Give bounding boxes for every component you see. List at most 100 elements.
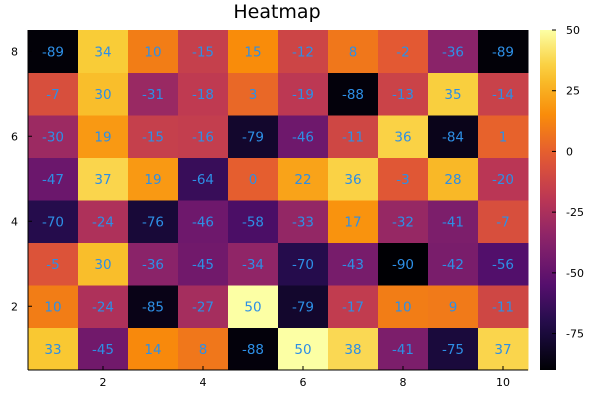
heatmap-cell-r5-c3 [128, 157, 179, 201]
cell-label-r7-c1: -7 [46, 87, 59, 103]
cell-label-r8-c4: -15 [192, 44, 214, 60]
colorbar-tick-label--50: -50 [566, 267, 584, 280]
cell-label-r4-c2: -24 [92, 214, 114, 230]
heatmap-cell-r2-c3 [128, 285, 179, 328]
heatmap-cell-r7-c5 [228, 72, 279, 116]
heatmap-cell-r5-c2 [78, 157, 129, 201]
cell-label-r8-c6: -12 [292, 44, 314, 60]
heatmap-cell-r1-c7 [328, 327, 379, 371]
heatmap-cell-r3-c7 [328, 242, 379, 286]
cell-label-r6-c6: -46 [292, 129, 314, 145]
heatmap-cell-r5-c6 [278, 157, 329, 201]
cell-label-r8-c3: 10 [144, 44, 161, 60]
heatmap-cell-r3-c5 [228, 242, 279, 286]
cell-label-r6-c10: 1 [499, 129, 508, 145]
cell-label-r3-c9: -42 [442, 257, 464, 273]
cell-label-r5-c10: -20 [492, 172, 514, 188]
cell-label-r5-c4: -64 [192, 172, 214, 188]
heatmap-cell-r3-c8 [378, 242, 429, 286]
chart-title: Heatmap [233, 1, 320, 23]
heatmap-cell-r1-c6 [278, 327, 329, 371]
y-tick-label-2: 2 [11, 300, 18, 313]
cell-label-r7-c4: -18 [192, 87, 214, 103]
cell-label-r1-c10: 37 [494, 342, 511, 358]
heatmap-cell-r2-c9 [428, 285, 479, 328]
cell-label-r6-c5: -79 [242, 129, 264, 145]
x-tick-label-10: 10 [496, 376, 510, 389]
heatmap-cell-r8-c3 [128, 30, 179, 73]
heatmap-cell-r8-c4 [178, 30, 229, 73]
heatmap-cell-r3-c9 [428, 242, 479, 286]
heatmap-cell-r1-c2 [78, 327, 129, 371]
heatmap-cell-r6-c4 [178, 115, 229, 158]
cell-label-r1-c3: 14 [144, 342, 161, 358]
cell-label-r1-c2: -45 [92, 342, 114, 358]
heatmap-cell-r4-c3 [128, 200, 179, 243]
heatmap-cell-r8-c10 [478, 30, 529, 73]
heatmap-cell-r7-c2 [78, 72, 129, 116]
cell-label-r2-c5: 50 [244, 299, 261, 315]
heatmap-cell-r6-c1 [28, 115, 79, 158]
colorbar-gradient [540, 30, 556, 370]
heatmap-cell-r8-c8 [378, 30, 429, 73]
heatmap-cell-r8-c2 [78, 30, 129, 73]
heatmap-cell-r1-c1 [28, 327, 79, 371]
cell-label-r5-c1: -47 [42, 172, 64, 188]
cell-label-r8-c9: -36 [442, 44, 464, 60]
cell-label-r3-c7: -43 [342, 257, 364, 273]
cell-label-r1-c5: -88 [242, 342, 264, 358]
heatmap-cell-r5-c4 [178, 157, 229, 201]
cell-label-r8-c10: -89 [492, 44, 514, 60]
heatmap-cell-r8-c6 [278, 30, 329, 73]
heatmap-cell-r4-c8 [378, 200, 429, 243]
cell-label-r4-c6: -33 [292, 214, 314, 230]
heatmap-cell-r7-c4 [178, 72, 229, 116]
cell-label-r2-c10: -11 [492, 299, 514, 315]
heatmap-cell-r2-c7 [328, 285, 379, 328]
cell-label-r2-c4: -27 [192, 299, 214, 315]
cell-label-r2-c6: -79 [292, 299, 314, 315]
heatmap-cell-r4-c10 [478, 200, 529, 243]
cell-label-r8-c1: -89 [42, 44, 64, 60]
cell-label-r6-c1: -30 [42, 129, 64, 145]
heatmap-cell-r1-c9 [428, 327, 479, 371]
cell-label-r3-c2: 30 [94, 257, 111, 273]
cell-label-r3-c6: -70 [292, 257, 314, 273]
heatmap-cell-r2-c10 [478, 285, 529, 328]
cell-label-r2-c3: -85 [142, 299, 164, 315]
heatmap-cell-r5-c10 [478, 157, 529, 201]
cell-label-r7-c10: -14 [492, 87, 514, 103]
cell-label-r2-c8: 10 [394, 299, 411, 315]
heatmap-cell-r3-c6 [278, 242, 329, 286]
heatmap-cell-r5-c1 [28, 157, 79, 201]
cell-label-r3-c8: -90 [392, 257, 414, 273]
heatmap-cell-r3-c10 [478, 242, 529, 286]
cell-label-r7-c9: 35 [444, 87, 461, 103]
heatmap-cell-r3-c3 [128, 242, 179, 286]
heatmap-cell-r1-c4 [178, 327, 229, 371]
cell-label-r4-c7: 17 [344, 214, 361, 230]
heatmap-cell-r8-c1 [28, 30, 79, 73]
heatmap-cell-r6-c8 [378, 115, 429, 158]
heatmap-cell-r8-c5 [228, 30, 279, 73]
colorbar: 50 25 0 -25 -50 -75 [540, 24, 584, 370]
heatmap-cell-r7-c3 [128, 72, 179, 116]
cell-label-r7-c7: -88 [342, 87, 364, 103]
heatmap-cell-r7-c8 [378, 72, 429, 116]
cell-label-r3-c1: -5 [46, 257, 59, 273]
cell-label-r6-c7: -11 [342, 129, 364, 145]
heatmap-cell-r2-c2 [78, 285, 129, 328]
cell-label-r7-c6: -19 [292, 87, 314, 103]
cell-label-r5-c7: 36 [344, 172, 361, 188]
cell-label-r6-c9: -84 [442, 129, 464, 145]
cell-label-r6-c4: -16 [192, 129, 214, 145]
heatmap-cell-r3-c1 [28, 242, 79, 286]
heatmap-cell-r1-c8 [378, 327, 429, 371]
heatmap-cell-r3-c4 [178, 242, 229, 286]
cell-label-r5-c3: 19 [144, 172, 161, 188]
cell-label-r2-c9: 9 [449, 299, 458, 315]
cell-label-r5-c8: -3 [396, 172, 409, 188]
cell-label-r6-c2: 19 [94, 129, 111, 145]
cell-label-r7-c8: -13 [392, 87, 414, 103]
